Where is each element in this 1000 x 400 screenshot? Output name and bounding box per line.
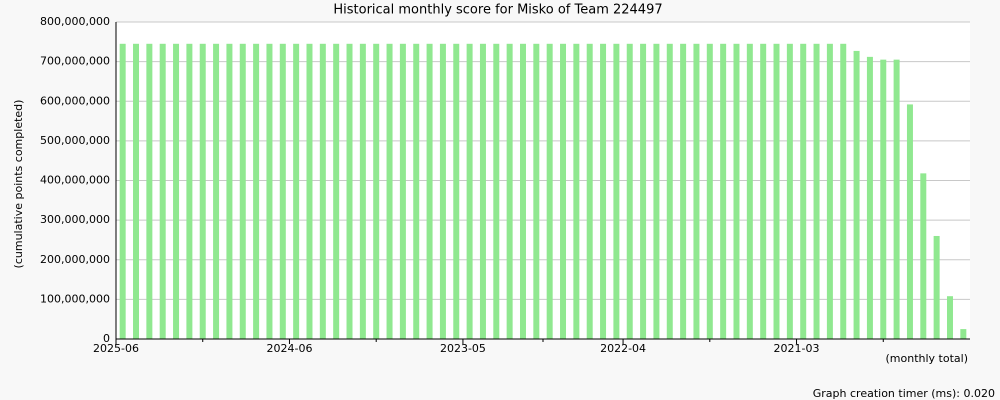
bar (773, 43, 780, 339)
bar (119, 43, 126, 339)
bar (493, 43, 500, 339)
x-tick-label: 2024-06 (266, 342, 312, 355)
bar (733, 43, 740, 339)
bar (199, 43, 206, 339)
y-tick-label: 0 (103, 332, 110, 345)
bar (586, 43, 593, 339)
bar (840, 43, 847, 339)
bar (319, 43, 326, 339)
x-tick-label: 2021-03 (774, 342, 820, 355)
bar (866, 56, 873, 340)
y-tick-label: 100,000,000 (40, 292, 110, 305)
bar (653, 43, 660, 339)
y-axis-label: (cumulative points completed) (12, 100, 25, 269)
bar (546, 43, 553, 339)
x-tick-label: 2023-05 (440, 342, 486, 355)
y-tick-label: 400,000,000 (40, 174, 110, 187)
bar (853, 50, 860, 340)
bar (666, 43, 673, 339)
bar (613, 43, 620, 339)
bar (906, 104, 913, 339)
bar (293, 43, 300, 339)
bar (266, 43, 273, 339)
bar (159, 43, 166, 339)
y-tick-label: 800,000,000 (40, 15, 110, 28)
bar (786, 43, 793, 339)
y-tick-label: 500,000,000 (40, 134, 110, 147)
bar (399, 43, 406, 339)
bar (720, 43, 727, 339)
bar (519, 43, 526, 339)
bar (466, 43, 473, 339)
bar (800, 43, 807, 339)
bar (946, 296, 953, 339)
bar (573, 43, 580, 339)
bar (146, 43, 153, 339)
y-tick-label: 300,000,000 (40, 213, 110, 226)
bar (826, 43, 833, 339)
bar (693, 43, 700, 339)
bar (253, 43, 260, 339)
x-tick-label: 2025-06 (93, 342, 139, 355)
chart-title: Historical monthly score for Misko of Te… (333, 3, 662, 18)
bar (893, 59, 900, 340)
bar (226, 43, 233, 339)
bar (680, 43, 687, 339)
y-tick-label: 600,000,000 (40, 94, 110, 107)
bar (626, 43, 633, 339)
bar (760, 43, 767, 339)
y-tick-label: 200,000,000 (40, 253, 110, 266)
bar (333, 43, 340, 339)
bar (439, 43, 446, 339)
bar (746, 43, 753, 339)
bar (640, 43, 647, 339)
x-axis-label: (monthly total) (886, 352, 969, 365)
bar (506, 43, 513, 339)
bar (933, 235, 940, 339)
bar (279, 43, 286, 339)
bar (386, 43, 393, 339)
bar (239, 43, 246, 339)
bar (213, 43, 220, 339)
footer: Graph creation timer (ms): 0.020 (813, 387, 995, 400)
bar (920, 173, 927, 339)
bar (960, 329, 967, 339)
bar (413, 43, 420, 339)
y-tick-label: 700,000,000 (40, 55, 110, 68)
bar (479, 43, 486, 339)
bar (346, 43, 353, 339)
x-tick-label: 2022-04 (600, 342, 646, 355)
bar (533, 43, 540, 339)
bar (453, 43, 460, 339)
bar (813, 43, 820, 339)
bar (426, 43, 433, 339)
bar (706, 43, 713, 339)
bar (560, 43, 567, 339)
bar (359, 43, 366, 339)
bar (133, 43, 140, 339)
bar (306, 43, 313, 339)
bar (186, 43, 193, 339)
bar (880, 59, 887, 340)
bar (373, 43, 380, 339)
bar (600, 43, 607, 339)
bar (173, 43, 180, 339)
